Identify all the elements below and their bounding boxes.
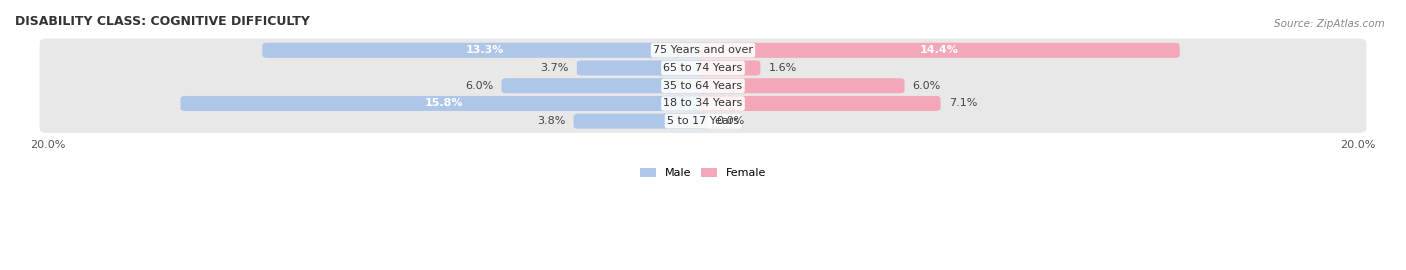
FancyBboxPatch shape <box>699 96 941 111</box>
FancyBboxPatch shape <box>574 114 707 129</box>
Text: 18 to 34 Years: 18 to 34 Years <box>664 99 742 109</box>
FancyBboxPatch shape <box>180 96 707 111</box>
Text: 0.0%: 0.0% <box>716 116 744 126</box>
Text: 6.0%: 6.0% <box>912 81 941 91</box>
FancyBboxPatch shape <box>699 60 761 76</box>
Text: 7.1%: 7.1% <box>949 99 977 109</box>
FancyBboxPatch shape <box>576 60 707 76</box>
Text: 13.3%: 13.3% <box>465 45 505 55</box>
FancyBboxPatch shape <box>39 74 1367 97</box>
Text: 6.0%: 6.0% <box>465 81 494 91</box>
Legend: Male, Female: Male, Female <box>636 163 770 183</box>
FancyBboxPatch shape <box>39 110 1367 133</box>
Text: 3.7%: 3.7% <box>540 63 568 73</box>
Text: 5 to 17 Years: 5 to 17 Years <box>666 116 740 126</box>
Text: 1.6%: 1.6% <box>769 63 797 73</box>
Text: 65 to 74 Years: 65 to 74 Years <box>664 63 742 73</box>
FancyBboxPatch shape <box>699 43 1180 58</box>
Text: 75 Years and over: 75 Years and over <box>652 45 754 55</box>
FancyBboxPatch shape <box>263 43 707 58</box>
FancyBboxPatch shape <box>39 92 1367 115</box>
FancyBboxPatch shape <box>699 78 904 93</box>
FancyBboxPatch shape <box>39 39 1367 62</box>
FancyBboxPatch shape <box>39 56 1367 80</box>
Text: DISABILITY CLASS: COGNITIVE DIFFICULTY: DISABILITY CLASS: COGNITIVE DIFFICULTY <box>15 15 309 28</box>
Text: Source: ZipAtlas.com: Source: ZipAtlas.com <box>1274 19 1385 29</box>
Text: 15.8%: 15.8% <box>425 99 464 109</box>
FancyBboxPatch shape <box>502 78 707 93</box>
Text: 14.4%: 14.4% <box>920 45 959 55</box>
Text: 3.8%: 3.8% <box>537 116 565 126</box>
Text: 35 to 64 Years: 35 to 64 Years <box>664 81 742 91</box>
